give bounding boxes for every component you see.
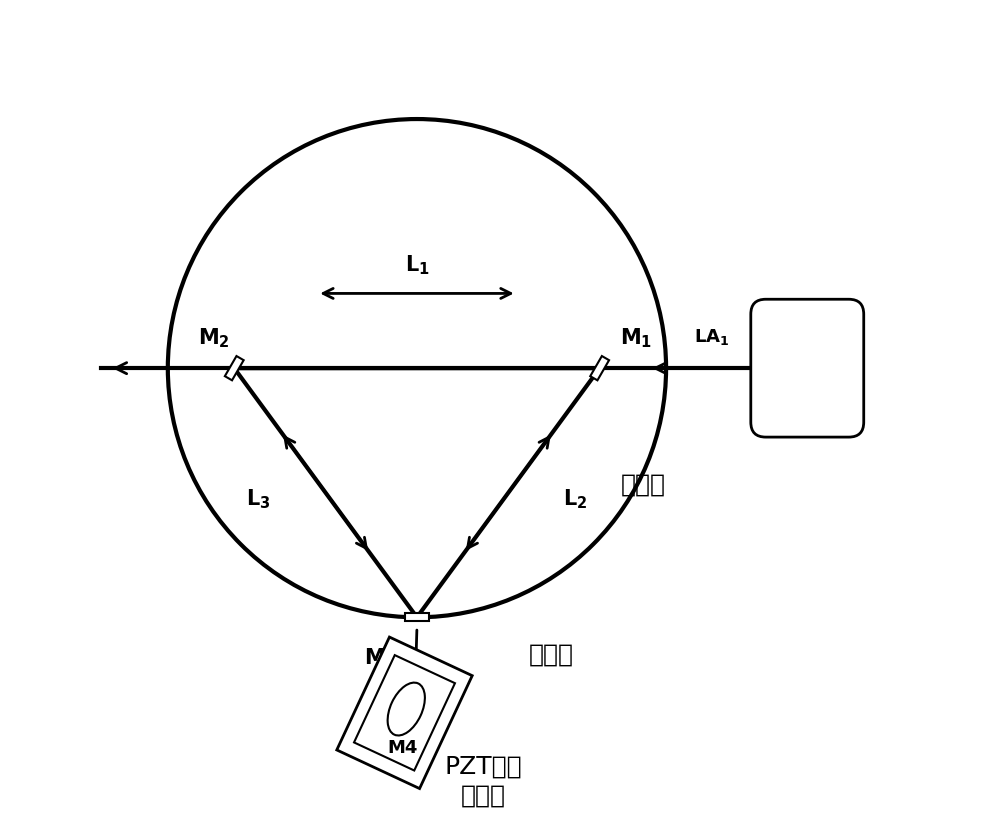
Ellipse shape: [388, 683, 425, 736]
Text: $\mathbf{L_2}$: $\mathbf{L_2}$: [563, 487, 588, 511]
Bar: [225, 356, 244, 380]
Text: $\mathbf{M_1}$: $\mathbf{M_1}$: [620, 326, 653, 350]
FancyBboxPatch shape: [751, 299, 864, 437]
Text: $\mathbf{M_2}$: $\mathbf{M_2}$: [198, 326, 230, 350]
Text: $\mathbf{M_3}$: $\mathbf{M_3}$: [364, 646, 396, 670]
Bar: [590, 356, 609, 380]
Text: $\mathbf{L_3}$: $\mathbf{L_3}$: [246, 487, 270, 511]
Text: PZT压电: PZT压电: [445, 755, 522, 779]
Bar: [405, 613, 429, 621]
Text: 传感器: 传感器: [461, 784, 506, 808]
Text: 积分腔: 积分腔: [620, 472, 665, 497]
Text: DL: DL: [787, 354, 828, 382]
Text: M4: M4: [387, 739, 417, 757]
Bar: [337, 637, 472, 788]
Text: 密封室: 密封室: [529, 643, 574, 666]
Text: $\mathbf{L_1}$: $\mathbf{L_1}$: [405, 253, 429, 277]
Text: $\mathbf{LA_1}$: $\mathbf{LA_1}$: [694, 328, 729, 348]
Bar: [354, 655, 455, 771]
